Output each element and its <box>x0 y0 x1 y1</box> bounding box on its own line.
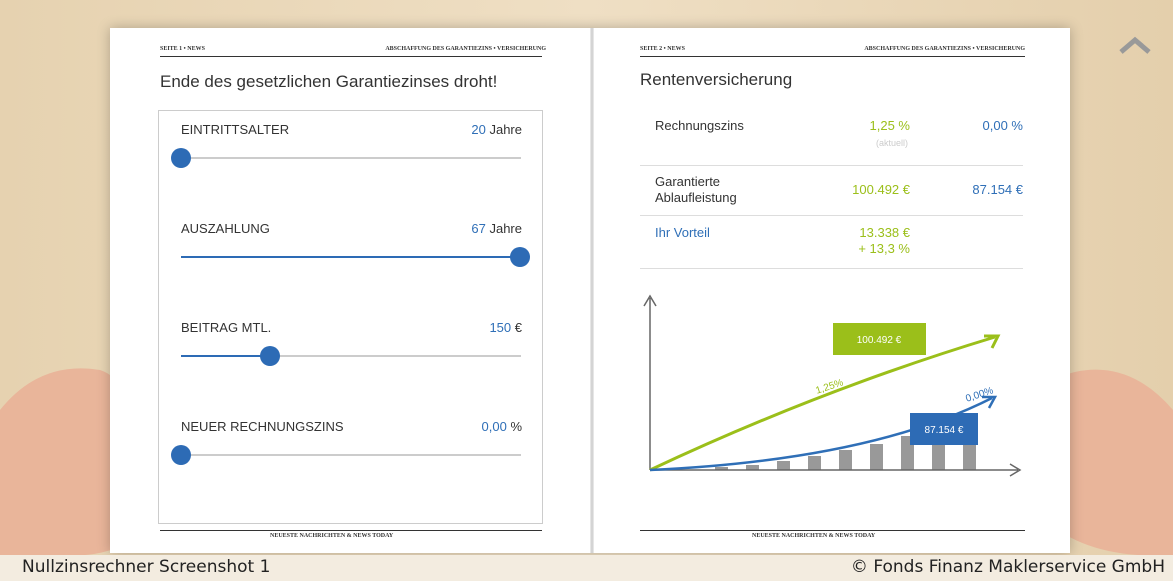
separator <box>640 215 1023 216</box>
rule <box>160 56 542 57</box>
slider-fill <box>181 355 270 357</box>
slider-value: 67 Jahre <box>471 221 522 236</box>
cell: + 13,3 % <box>858 241 910 256</box>
graphic: 100.492 € 1,25% 0,00% 87.154 € <box>600 280 1060 490</box>
unit: Jahre <box>489 122 522 137</box>
unit: % <box>510 419 522 434</box>
slider-label: AUSZAHLUNG <box>181 221 270 236</box>
row-label: Rechnungszins <box>655 118 744 133</box>
unit: € <box>515 320 522 335</box>
header: ABSCHAFFUNG DES GARANTIEZINS • VERSICHER… <box>385 46 546 52</box>
green-box-label: 100.492 € <box>857 335 902 346</box>
blue-box-label: 87.154 € <box>925 425 964 436</box>
screenshot: SEITE 1 • NEWS ABSCHAFFUNG DES GARANTIEZ… <box>0 0 1173 581</box>
title: Rentenversicherung <box>640 70 792 90</box>
header: SEITE 1 • NEWS <box>160 46 205 52</box>
slider-track <box>181 157 521 159</box>
title: Ende des gesetzlichen Garantiezinses dro… <box>160 72 497 92</box>
slider-label: BEITRAG MTL. <box>181 320 271 335</box>
slider-label: NEUER RECHNUNGSZINS <box>181 419 344 434</box>
row-label: Ihr Vorteil <box>655 225 710 240</box>
header: SEITE 2 • NEWS <box>640 46 685 52</box>
value: 0,00 <box>482 419 507 434</box>
slider-fill <box>181 256 520 258</box>
rule <box>160 530 542 531</box>
slider-value: 20 Jahre <box>471 122 522 137</box>
spine <box>590 28 594 553</box>
rule <box>640 56 1025 57</box>
cell-note: (aktuell) <box>876 138 908 148</box>
caption: Nullzinsrechner Screenshot 1 <box>22 557 270 577</box>
calculator-box <box>158 110 543 524</box>
cell: 87.154 € <box>972 182 1023 197</box>
unit: Jahre <box>489 221 522 236</box>
up-chevron[interactable] <box>1115 30 1155 60</box>
slider-label: EINTRITTSALTER <box>181 122 289 137</box>
slider-knob[interactable] <box>171 148 191 168</box>
row-label: Garantierte Ablaufleistung <box>655 174 765 206</box>
value: 150 <box>489 320 511 335</box>
cell: 100.492 € <box>852 182 910 197</box>
separator <box>640 165 1023 166</box>
header: ABSCHAFFUNG DES GARANTIEZINS • VERSICHER… <box>864 46 1025 52</box>
cell: 1,25 % <box>870 118 910 133</box>
footer: NEUESTE NACHRICHTEN & NEWS TODAY <box>752 533 875 539</box>
slider-value: 0,00 % <box>482 419 523 434</box>
blue-rate: 0,00% <box>964 385 994 404</box>
rule <box>640 530 1025 531</box>
slider-knob[interactable] <box>510 247 530 267</box>
value: 67 <box>471 221 485 236</box>
footer: NEUESTE NACHRICHTEN & NEWS TODAY <box>270 533 393 539</box>
slider-value: 150 € <box>489 320 522 335</box>
slider-track <box>181 454 521 456</box>
slider-knob[interactable] <box>260 346 280 366</box>
cell: 0,00 % <box>983 118 1023 133</box>
caption: © Fonds Finanz Maklerservice GmbH <box>851 557 1165 577</box>
separator <box>640 268 1023 269</box>
value: 20 <box>471 122 485 137</box>
cell: 13.338 € <box>859 225 910 240</box>
slider-knob[interactable] <box>171 445 191 465</box>
